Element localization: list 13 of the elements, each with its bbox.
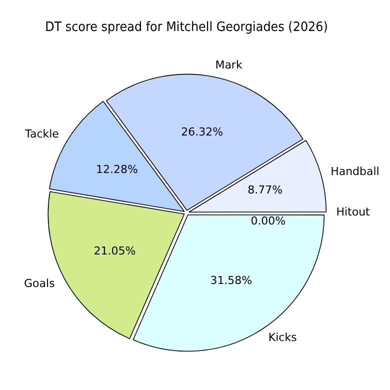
slice-label: Tackle [24, 127, 60, 140]
data-label: 12.28% [96, 162, 138, 176]
data-label: 26.32% [181, 126, 224, 139]
chart-title: DT score spread for Mitchell Georgiades (2026) [45, 18, 328, 34]
slice-label: Kicks [268, 330, 298, 344]
slice-label: Goals [24, 276, 56, 290]
slice-label: Mark [215, 58, 243, 72]
data-label: 8.77% [248, 183, 283, 196]
text: 0.00% [250, 214, 286, 228]
category-label: Hitout [336, 206, 370, 219]
data-label: 31.58% [210, 274, 252, 288]
slice-label: Handball [330, 164, 380, 178]
data-label: 21.05% [94, 244, 136, 258]
